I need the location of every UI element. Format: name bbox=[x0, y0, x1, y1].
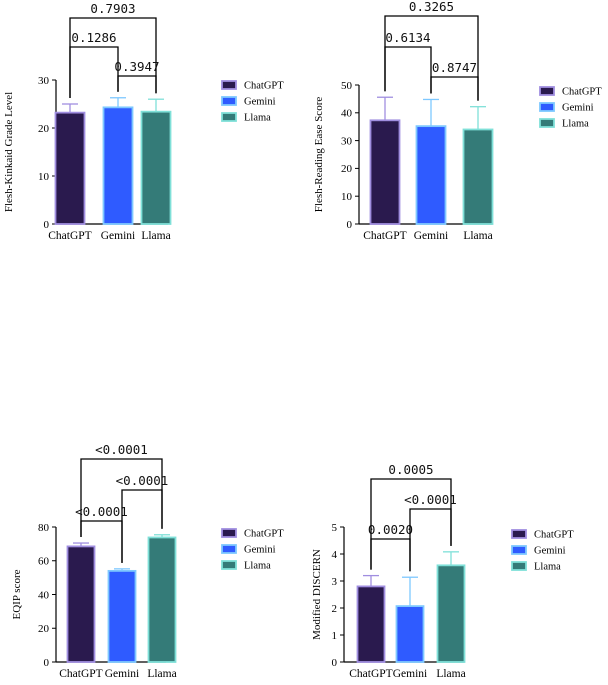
y-tick-label: 0 bbox=[332, 657, 338, 669]
category-label-llama: Llama bbox=[147, 668, 176, 680]
bar-llama bbox=[147, 536, 177, 663]
significance-bracket bbox=[430, 76, 479, 101]
significance-bracket bbox=[370, 538, 411, 572]
legend-swatch-gemini bbox=[221, 544, 237, 554]
y-tick-label: 20 bbox=[341, 163, 353, 175]
category-label-gemini: Gemini bbox=[414, 230, 449, 242]
legend-swatch-gemini bbox=[511, 545, 527, 555]
p-value-label: 0.3265 bbox=[409, 0, 454, 14]
y-tick-label: 10 bbox=[38, 171, 50, 183]
significance-bracket bbox=[121, 489, 163, 563]
legend-label-chatgpt: ChatGPT bbox=[562, 87, 602, 98]
y-axis-label: Flesh-Reading Ease Score bbox=[313, 97, 325, 213]
y-tick-label: 80 bbox=[38, 522, 50, 534]
category-label-gemini: Gemini bbox=[101, 230, 136, 242]
y-tick-label: 40 bbox=[341, 108, 353, 120]
bar-chatgpt bbox=[54, 111, 86, 225]
y-tick-label: 2 bbox=[332, 603, 338, 615]
legend-label-gemini: Gemini bbox=[562, 103, 594, 114]
legend-swatch-llama bbox=[221, 560, 237, 570]
y-tick-label: 5 bbox=[332, 522, 338, 534]
legend-swatch-chatgpt bbox=[221, 528, 237, 538]
y-tick-label: 40 bbox=[38, 589, 50, 601]
bar-chatgpt bbox=[369, 119, 401, 225]
y-axis-label: Flesh-Kinkaid Grade Level bbox=[3, 92, 15, 212]
significance-bracket bbox=[69, 46, 119, 98]
p-value-label: <0.0001 bbox=[404, 492, 457, 507]
legend-swatch-gemini bbox=[221, 96, 237, 106]
legend-label-llama: Llama bbox=[244, 561, 271, 572]
y-tick-label: 0 bbox=[44, 219, 50, 231]
p-value-label: 0.8747 bbox=[432, 60, 477, 75]
significance-bracket bbox=[117, 75, 157, 94]
y-axis-label: EQIP score bbox=[11, 569, 23, 619]
y-tick-label: 60 bbox=[38, 556, 50, 568]
category-label-llama: Llama bbox=[141, 230, 170, 242]
p-value-label: <0.0001 bbox=[95, 442, 148, 457]
legend-swatch-llama bbox=[539, 118, 555, 128]
y-tick-label: 10 bbox=[341, 191, 353, 203]
y-tick-label: 0 bbox=[347, 219, 353, 231]
category-label-gemini: Gemini bbox=[105, 668, 140, 680]
p-value-label: 0.6134 bbox=[385, 30, 430, 45]
category-label-llama: Llama bbox=[463, 230, 492, 242]
y-tick-label: 20 bbox=[38, 623, 50, 635]
bar-gemini bbox=[415, 125, 447, 225]
category-label-chatgpt: ChatGPT bbox=[59, 668, 102, 680]
legend-label-llama: Llama bbox=[562, 119, 589, 130]
legend-label-chatgpt: ChatGPT bbox=[534, 530, 574, 541]
legend-swatch-chatgpt bbox=[539, 86, 555, 96]
legend-label-llama: Llama bbox=[534, 562, 561, 573]
legend-swatch-chatgpt bbox=[221, 80, 237, 90]
bar-gemini bbox=[102, 106, 134, 225]
bar-gemini bbox=[395, 605, 425, 663]
significance-bracket bbox=[409, 508, 452, 572]
legend-label-gemini: Gemini bbox=[244, 545, 276, 556]
bar-llama bbox=[140, 110, 172, 225]
p-value-label: <0.0001 bbox=[116, 473, 169, 488]
legend-label-chatgpt: ChatGPT bbox=[244, 529, 284, 540]
legend-swatch-llama bbox=[221, 112, 237, 122]
bar-chatgpt bbox=[356, 585, 386, 663]
legend-label-llama: Llama bbox=[244, 113, 271, 124]
y-tick-label: 30 bbox=[341, 135, 353, 147]
bar-llama bbox=[436, 564, 466, 663]
p-value-label: 0.0020 bbox=[368, 522, 413, 537]
p-value-label: 0.1286 bbox=[71, 30, 116, 45]
p-value-label: <0.0001 bbox=[75, 504, 128, 519]
legend-label-gemini: Gemini bbox=[244, 97, 276, 108]
category-label-chatgpt: ChatGPT bbox=[48, 230, 91, 242]
category-label-chatgpt: ChatGPT bbox=[363, 230, 406, 242]
y-tick-label: 4 bbox=[332, 549, 338, 561]
y-tick-label: 0 bbox=[44, 657, 50, 669]
y-axis-label: Modified DISCERN bbox=[311, 549, 323, 640]
y-tick-label: 30 bbox=[38, 75, 50, 87]
bar-chatgpt bbox=[66, 545, 96, 663]
p-value-label: 0.3947 bbox=[114, 59, 159, 74]
y-tick-label: 20 bbox=[38, 123, 50, 135]
chart-panel-1: 0 10 20 30 Flesh-Kinkaid Grade Level ChatGPT G… bbox=[3, 1, 284, 242]
category-label-llama: Llama bbox=[436, 668, 465, 680]
bar-llama bbox=[462, 128, 494, 225]
y-tick-label: 1 bbox=[332, 630, 338, 642]
category-label-gemini: Gemini bbox=[393, 668, 428, 680]
p-value-label: 0.7903 bbox=[90, 1, 135, 16]
y-tick-label: 3 bbox=[332, 576, 338, 588]
significance-bracket bbox=[384, 46, 432, 94]
chart-panel-2: 0 10 20 30 40 50 Flesh-Reading Ease Score ChatG… bbox=[313, 0, 602, 242]
legend-label-gemini: Gemini bbox=[534, 546, 566, 557]
legend-swatch-chatgpt bbox=[511, 529, 527, 539]
legend-swatch-gemini bbox=[539, 102, 555, 112]
y-tick-label: 50 bbox=[341, 80, 353, 92]
category-label-chatgpt: ChatGPT bbox=[349, 668, 392, 680]
legend-label-chatgpt: ChatGPT bbox=[244, 81, 284, 92]
bar-gemini bbox=[107, 569, 137, 663]
legend-swatch-llama bbox=[511, 561, 527, 571]
p-value-label: 0.0005 bbox=[388, 462, 433, 477]
